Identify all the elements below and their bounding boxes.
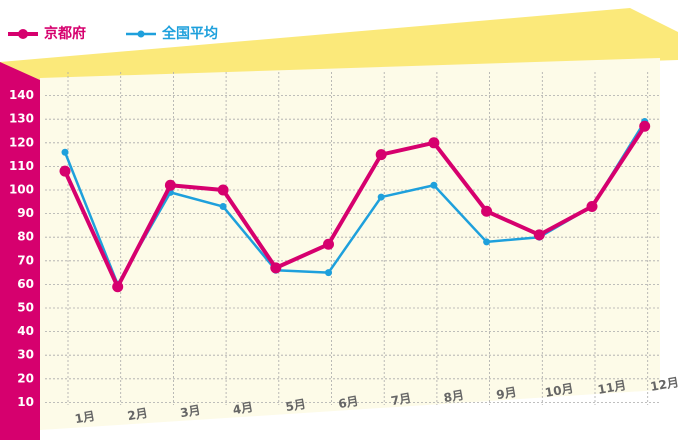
legend-marker	[137, 30, 145, 38]
point	[481, 205, 493, 217]
y-tick-label: 70	[17, 253, 34, 267]
point	[375, 149, 387, 161]
y-tick-label: 90	[17, 206, 34, 220]
y-tick-label: 80	[17, 230, 34, 244]
legend-marker	[18, 29, 28, 39]
top-band	[0, 8, 678, 80]
x-tick-label: 7月	[390, 391, 412, 408]
legend-label: 全国平均	[161, 25, 218, 42]
x-tick-label: 5月	[284, 397, 306, 414]
plot-background	[40, 58, 660, 430]
x-tick-label: 10月	[544, 381, 575, 400]
x-tick-label: 4月	[232, 400, 254, 417]
x-tick-label: 9月	[495, 385, 517, 402]
point	[377, 193, 385, 201]
y-tick-label: 140	[9, 88, 34, 102]
point	[325, 269, 332, 277]
y-tick-label: 40	[17, 324, 34, 338]
x-tick-label: 8月	[443, 388, 465, 405]
y-tick-label: 20	[17, 371, 34, 385]
point	[586, 201, 598, 213]
y-tick-label: 110	[9, 159, 34, 173]
x-tick-label: 12月	[649, 375, 678, 394]
x-tick-label: 2月	[126, 406, 148, 423]
point	[112, 281, 124, 293]
legend-label: 京都府	[44, 25, 86, 42]
left-band	[0, 62, 40, 440]
y-tick-label: 50	[17, 301, 34, 315]
point	[639, 120, 651, 132]
y-tick-label: 120	[9, 135, 34, 149]
point	[219, 203, 227, 211]
y-tick-label: 30	[17, 348, 34, 362]
y-tick-label: 100	[9, 183, 34, 197]
series-line	[63, 125, 647, 289]
x-tick-label: 11月	[597, 378, 628, 397]
x-tick-label: 1月	[74, 409, 96, 426]
point	[59, 165, 71, 177]
x-tick-label: 3月	[179, 403, 201, 420]
point	[428, 137, 440, 149]
point	[270, 262, 282, 274]
point	[61, 148, 69, 156]
point	[483, 238, 491, 246]
point	[430, 181, 438, 189]
y-tick-label: 130	[9, 112, 34, 126]
x-tick-label: 6月	[337, 394, 359, 411]
point	[217, 184, 229, 196]
y-tick-label: 60	[17, 277, 34, 291]
y-tick-label: 10	[17, 395, 34, 409]
point	[533, 229, 545, 241]
point	[323, 238, 334, 250]
point	[164, 179, 176, 191]
